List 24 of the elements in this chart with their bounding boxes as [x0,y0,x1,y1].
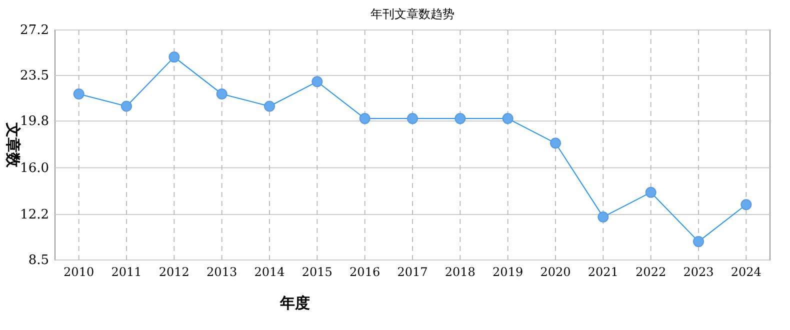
x-tick-label: 2017 [397,265,428,279]
x-tick-label: 2013 [206,265,238,279]
x-tick-label: 2024 [730,265,762,279]
y-axis-title: 文章数 [4,122,22,168]
x-tick-label: 2011 [111,265,142,279]
chart-title: 年刊文章数趋势 [370,7,454,21]
y-tick-label: 12.2 [20,207,49,222]
x-tick-label: 2018 [444,265,476,279]
y-tick-label: 16.0 [20,160,49,176]
x-tick-label: 2021 [588,265,618,279]
x-tick-label: 2019 [492,265,524,279]
y-tick-label: 27.2 [20,23,49,38]
x-tick-label: 2016 [350,265,380,279]
x-tick-label: 2023 [683,265,714,279]
x-tick-label: 2015 [302,265,332,279]
y-tick-label: 19.8 [20,114,49,130]
x-tick-label: 2020 [540,265,571,279]
y-tick-label: 8.5 [28,253,49,268]
x-tick-label: 2010 [64,265,94,279]
y-tick-label: 23.5 [20,68,49,84]
x-tick-label: 2022 [636,265,666,279]
x-tick-label: 2012 [158,265,190,279]
x-axis-title: 年度 [279,294,310,312]
x-tick-label: 2014 [254,265,286,279]
